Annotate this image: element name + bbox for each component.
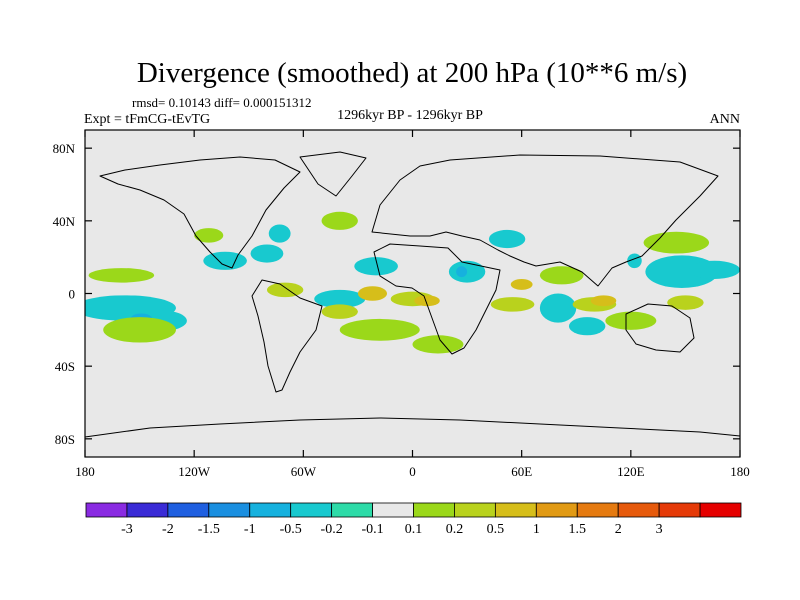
colorbar-label-10: 1 (533, 522, 540, 537)
colorbar-label-7: 0.1 (405, 522, 423, 537)
stats-line: rmsd= 0.10143 diff= 0.000151312 (132, 95, 311, 110)
y-tick-label-2: 0 (69, 287, 76, 302)
field-yellow-orange-blob-2 (510, 278, 533, 290)
field-gold-blob-5 (667, 295, 704, 310)
season-label: ANN (710, 112, 740, 127)
x-tick-label-4: 60E (511, 464, 532, 479)
field-lime-blob-6 (605, 311, 657, 330)
field-lime-blob-8 (103, 317, 176, 343)
colorbar-swatch-0 (85, 502, 128, 518)
field-cyan-blob-5 (314, 289, 366, 309)
coastlines (84, 151, 741, 438)
colorbar-label-13: 3 (656, 522, 663, 537)
colorbar-label-6: -0.1 (361, 522, 383, 537)
field-teal-blob-1 (456, 266, 468, 278)
field-cyan-blob-9 (539, 293, 577, 323)
x-tick-label-1: 120W (178, 464, 211, 479)
experiment-label: Expt = tFmCG-tEvTG (84, 112, 210, 127)
colorbar: -3 -2 -1.5 -1 -0.5 -0.2 -0.1 0.1 0.2 0.5 1 1.5 2 3 (85, 502, 742, 537)
colorbar-label-9: 0.5 (487, 522, 505, 537)
greenland-coast (299, 151, 367, 197)
field-lime-blob-1 (321, 211, 358, 230)
field-cyan-blob-10 (568, 317, 606, 336)
x-tick-label-3: 0 (409, 464, 416, 479)
colorbar-label-4: -0.5 (280, 522, 302, 537)
colorbar-label-12: 2 (615, 522, 622, 537)
colorbar-swatch-13 (617, 502, 660, 518)
colorbar-label-5: -0.2 (321, 522, 343, 537)
colorbar-swatch-5 (290, 502, 333, 518)
field-yellow-orange-blob-3 (590, 295, 617, 307)
field-yellow-orange-blob-1 (414, 295, 440, 307)
period-label: 1296kyr BP - 1296kyr BP (337, 108, 483, 123)
south-america-coast (251, 279, 323, 393)
colorbar-swatch-9 (454, 502, 496, 518)
colorbar-label-11: 1.5 (569, 522, 587, 537)
x-tick-label-0: 180 (75, 464, 95, 479)
field-cyan-blob-4 (268, 224, 291, 243)
colorbar-label-2: -1.5 (198, 522, 220, 537)
field-lime-blob-0 (194, 228, 224, 243)
field-gold-blob-3 (490, 297, 535, 312)
colorbar-label-0: -3 (121, 522, 133, 537)
field-cyan-blob-3 (250, 244, 284, 263)
colorbar-swatch-8 (413, 502, 455, 518)
colorbar-swatch-10 (494, 502, 537, 518)
colorbar-swatch-1 (126, 502, 169, 518)
y-tick-label-3: 40S (55, 359, 75, 374)
colorbar-swatch-11 (535, 502, 578, 518)
colorbar-swatch-2 (167, 502, 210, 518)
y-tick-label-1: 40N (53, 214, 76, 229)
australia-coast (625, 303, 695, 353)
field-lime-blob-7 (88, 268, 155, 283)
field-lime-blob-3 (412, 335, 464, 354)
field-lime-blob-4 (539, 266, 584, 285)
colorbar-swatch-7 (372, 502, 414, 518)
colorbar-swatch-4 (249, 502, 292, 518)
x-tick-label-5: 120E (617, 464, 645, 479)
x-tick-label-2: 60W (291, 464, 317, 479)
field-cyan-blob-12 (689, 260, 740, 279)
africa-coast (373, 243, 501, 355)
field-lime-blob-2 (339, 318, 420, 341)
x-tick-label-6: 180 (730, 464, 750, 479)
field-cyan-blob-6 (354, 257, 398, 276)
field-contours (85, 211, 740, 354)
field-gold-blob-0 (266, 282, 304, 298)
field-cyan-blob-8 (488, 229, 526, 249)
field-yellow-orange-blob-0 (357, 286, 388, 301)
y-tick-label-0: 80N (53, 141, 76, 156)
north-america-coast (99, 156, 301, 269)
colorbar-swatch-3 (208, 502, 251, 518)
colorbar-swatch-12 (576, 502, 619, 518)
colorbar-swatch-14 (658, 502, 701, 518)
colorbar-swatch-6 (331, 502, 373, 518)
colorbar-swatch-15 (699, 502, 742, 518)
axis-ticks: 180 120W 60W 0 60E 120E 180 80N 40N 0 40S 80S (53, 130, 750, 479)
eurasia-coast (371, 154, 719, 287)
colorbar-label-3: -1 (244, 522, 256, 537)
chart-title: Divergence (smoothed) at 200 hPa (10**6 … (137, 57, 687, 89)
colorbar-label-1: -2 (162, 522, 174, 537)
y-tick-label-4: 80S (55, 432, 75, 447)
antarctica-coast (84, 417, 741, 438)
field-cyan-blob-2 (203, 251, 247, 270)
colorbar-label-8: 0.2 (446, 522, 464, 537)
field-gold-blob-1 (321, 304, 358, 319)
field-lime-blob-5 (643, 231, 710, 254)
